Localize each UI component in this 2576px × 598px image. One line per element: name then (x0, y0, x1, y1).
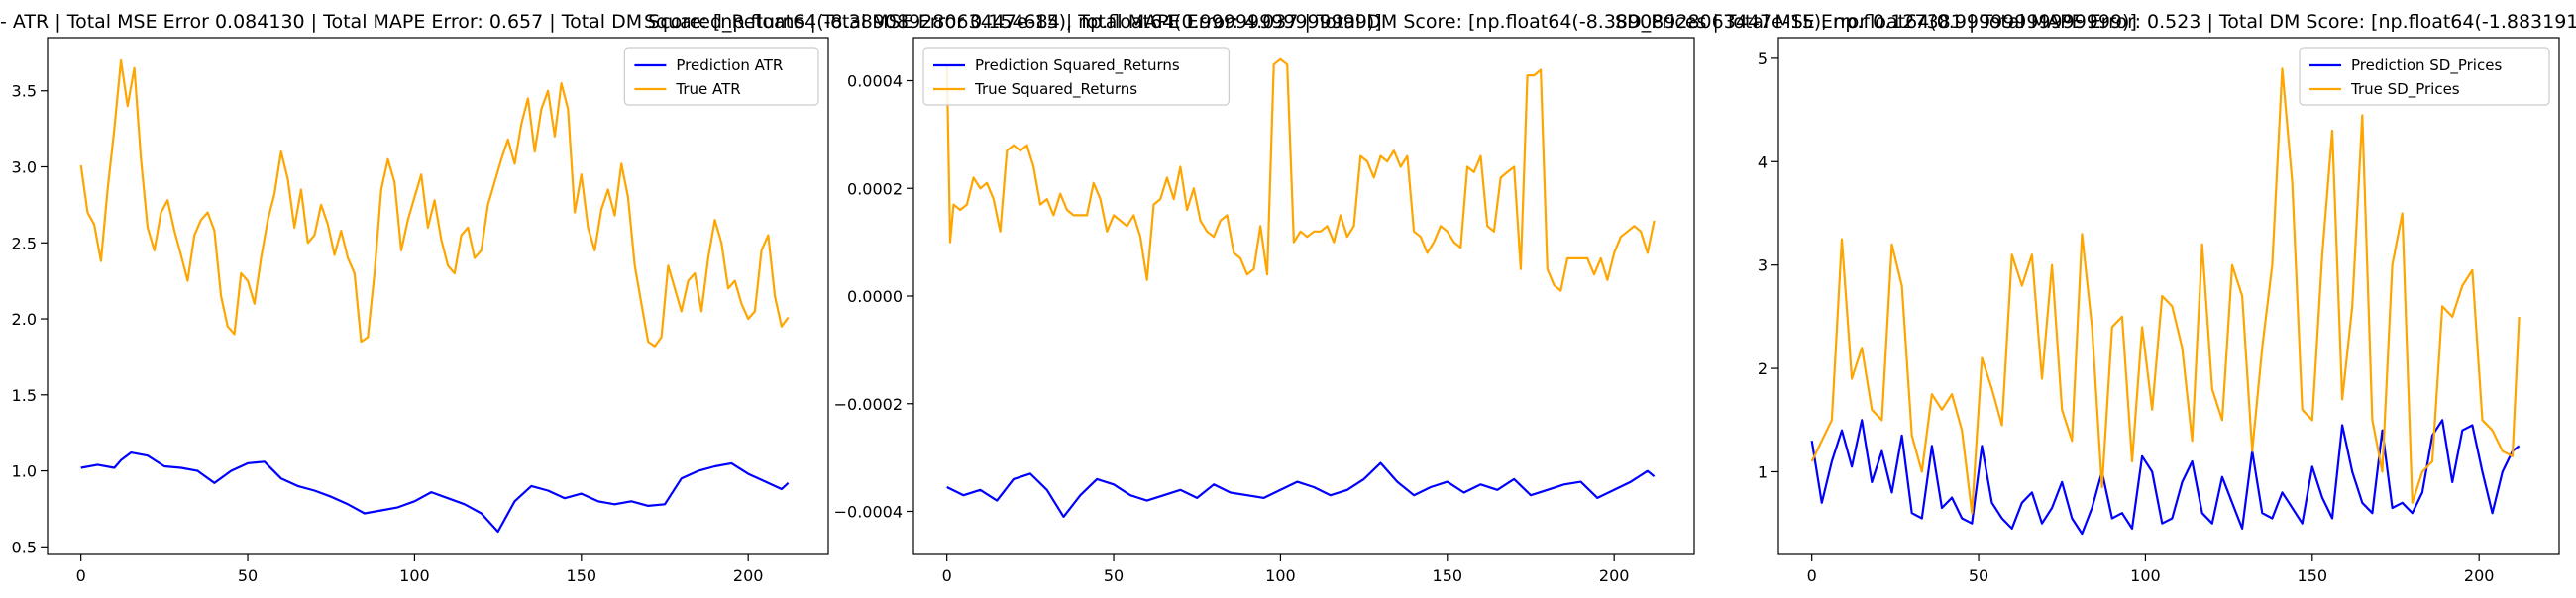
legend-box (623, 47, 819, 106)
legend-label: True SD_Prices (2350, 80, 2460, 99)
chart-panel-3: 0 50 100 150 200 1 2 3 4 5 Prediction SD_Prices Tru… (1758, 37, 2560, 585)
x-tick-label: 150 (2298, 566, 2328, 585)
y-tick-label: −0.0002 (834, 395, 903, 414)
series-line-prediction-squared-returns (946, 461, 1656, 519)
x-tick-label: 100 (2130, 566, 2161, 585)
plot-area (48, 38, 828, 554)
y-tick-label: 5 (1758, 50, 1768, 68)
x-tick-label: 150 (1433, 566, 1463, 585)
x-tick-label: 200 (1599, 566, 1630, 585)
legend-box (2299, 47, 2550, 106)
x-tick-label: 0 (76, 566, 86, 585)
x-tick-label: 50 (1104, 566, 1124, 585)
y-tick-label: 3.0 (12, 158, 37, 177)
legend-label: Prediction ATR (676, 56, 783, 74)
series-line-true-sd-prices (1810, 67, 2521, 515)
y-tick-label: 1.0 (12, 462, 37, 481)
series-line-prediction-sd-prices (1810, 419, 2521, 536)
y-tick-label: 1.5 (12, 386, 37, 405)
chart-title-1: - ATR | Total MSE Error 0.084130 | Total… (0, 11, 1382, 33)
plot-area (913, 38, 1694, 554)
y-tick-label: 0.0000 (847, 287, 903, 306)
y-tick-label: 4 (1758, 152, 1768, 171)
plot-area (1778, 38, 2559, 554)
x-tick-label: 200 (733, 566, 764, 585)
legend-box (922, 47, 1230, 106)
y-tick-label: 3 (1758, 256, 1768, 275)
y-tick-label: 0.5 (12, 538, 37, 556)
x-tick-label: 0 (942, 566, 952, 585)
chart-panel-2: 0 50 100 150 200 −0.0004 −0.0002 0.0000 0.0002 0.… (834, 37, 1695, 585)
series-line-true-atr (79, 58, 790, 348)
chart-title-2: Squared_Returns | Total MSE Error 0.1546… (644, 11, 2137, 33)
y-tick-label: 3.5 (12, 82, 37, 101)
legend-label: Prediction SD_Prices (2351, 56, 2502, 75)
y-tick-label: 0.0002 (847, 179, 903, 198)
x-tick-label: 50 (238, 566, 258, 585)
legend-label: True ATR (675, 80, 740, 98)
legend: Prediction SD_Prices True SD_Prices (2299, 47, 2550, 106)
y-tick-label: 2.5 (12, 234, 37, 252)
y-tick-label: 1 (1758, 462, 1768, 481)
x-tick-label: 100 (1265, 566, 1296, 585)
y-tick-label: 0.0004 (847, 72, 903, 91)
chart-panel-1: 0 50 100 150 200 0.5 1.0 1.5 2.0 2.5 3.0 3.5 Predict… (12, 37, 829, 585)
legend: Prediction Squared_Returns True Squared_R… (922, 47, 1230, 106)
x-tick-label: 0 (1807, 566, 1817, 585)
y-tick-label: −0.0004 (834, 503, 903, 522)
y-tick-label: 2.0 (12, 310, 37, 329)
x-tick-label: 100 (399, 566, 430, 585)
legend: Prediction ATR True ATR (623, 47, 819, 106)
plot-frame (47, 37, 829, 555)
series-line-true-squared-returns (945, 57, 1656, 292)
y-tick-label: 2 (1758, 359, 1768, 378)
chart-title-3: SD_Prices | Total MSE Error 0.127381 | T… (1615, 11, 2576, 33)
legend-label: True Squared_Returns (974, 80, 1137, 99)
x-tick-label: 200 (2464, 566, 2495, 585)
legend-label: Prediction Squared_Returns (975, 56, 1180, 75)
x-tick-label: 50 (1969, 566, 1988, 585)
series-line-prediction-atr (80, 451, 790, 534)
x-tick-label: 150 (567, 566, 597, 585)
plot-frame (1777, 37, 2560, 555)
